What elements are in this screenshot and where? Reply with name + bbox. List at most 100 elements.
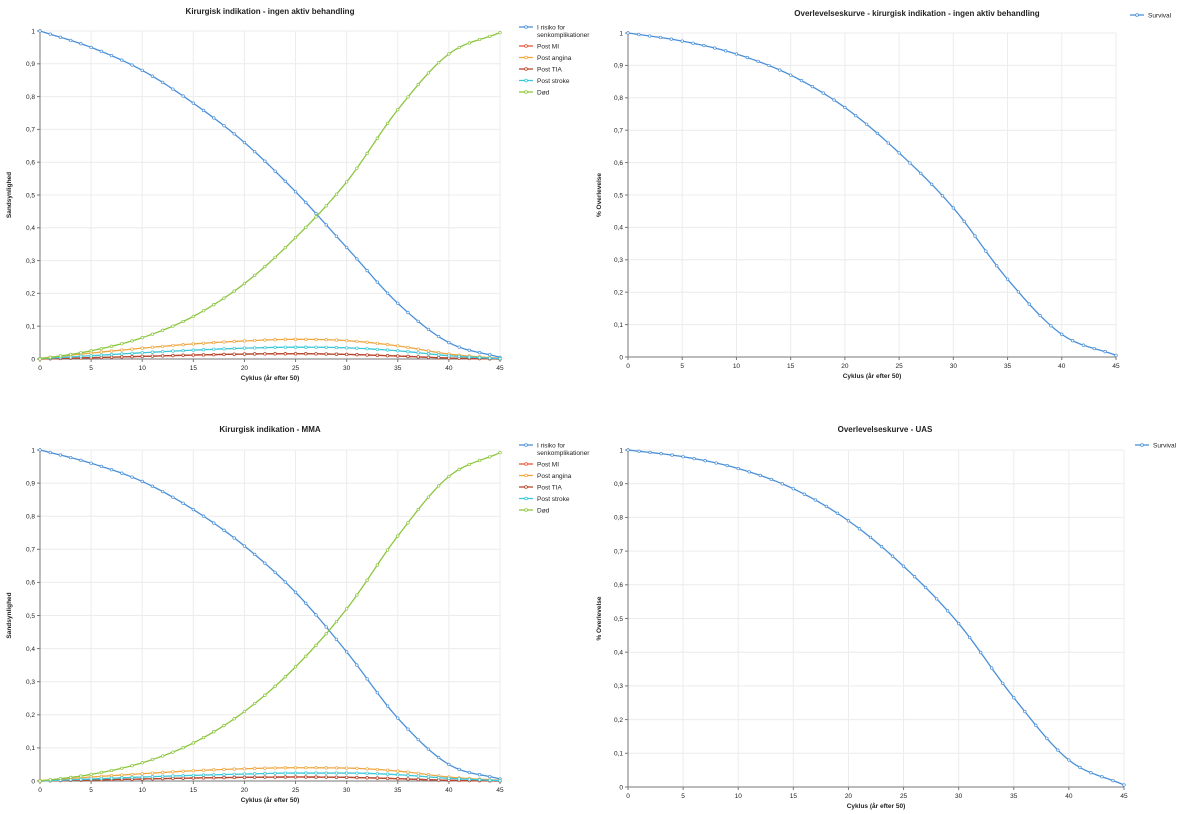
data-point bbox=[293, 337, 298, 341]
data-point bbox=[109, 355, 114, 359]
data-point bbox=[648, 450, 652, 455]
y-tick-label: 0,1 bbox=[614, 322, 623, 329]
data-point bbox=[457, 467, 461, 472]
data-point bbox=[314, 766, 318, 770]
data-point bbox=[140, 354, 144, 359]
data-point bbox=[447, 474, 451, 479]
data-point bbox=[181, 501, 185, 505]
y-tick-label: 0,9 bbox=[26, 480, 35, 487]
y-tick-label: 0,2 bbox=[614, 290, 623, 297]
x-tick-label: 40 bbox=[1058, 363, 1066, 370]
series-line bbox=[39, 776, 501, 782]
gridlines bbox=[627, 449, 1125, 788]
data-point bbox=[253, 775, 257, 779]
x-tick-label: 40 bbox=[445, 787, 453, 794]
legend-swatch-marker bbox=[524, 55, 528, 60]
data-point bbox=[89, 354, 93, 358]
data-point bbox=[813, 498, 818, 502]
data-point bbox=[416, 351, 420, 355]
data-point bbox=[324, 771, 328, 775]
data-point bbox=[375, 347, 379, 352]
data-point bbox=[365, 776, 369, 780]
data-point bbox=[692, 456, 696, 461]
data-point bbox=[821, 91, 825, 95]
data-point bbox=[365, 771, 369, 776]
x-tick-label: 0 bbox=[626, 363, 630, 370]
data-point bbox=[477, 773, 482, 777]
data-point bbox=[99, 346, 103, 351]
data-point bbox=[467, 41, 471, 45]
x-tick-label: 35 bbox=[1010, 793, 1018, 800]
y-tick-label: 0,6 bbox=[614, 582, 623, 589]
data-point bbox=[150, 74, 155, 78]
data-point bbox=[161, 328, 165, 332]
data-point bbox=[232, 352, 236, 356]
legend-label: I risiko for senkomplikationer bbox=[537, 442, 590, 457]
data-point bbox=[293, 766, 298, 770]
data-point bbox=[984, 249, 988, 253]
data-point bbox=[990, 666, 994, 670]
legend-swatch-marker bbox=[524, 462, 528, 466]
series-0 bbox=[626, 448, 1126, 787]
data-point bbox=[304, 225, 308, 230]
data-point bbox=[171, 353, 175, 358]
data-point bbox=[477, 355, 482, 360]
data-point bbox=[713, 46, 717, 50]
legend-label: Post TIA bbox=[537, 66, 562, 73]
data-point bbox=[109, 352, 114, 357]
series-5 bbox=[38, 30, 502, 361]
y-tick-label: 0 bbox=[619, 784, 623, 791]
data-point bbox=[951, 206, 955, 210]
data-point bbox=[58, 354, 63, 358]
data-point bbox=[890, 554, 895, 558]
data-point bbox=[447, 52, 451, 56]
data-point bbox=[140, 775, 144, 779]
data-point bbox=[212, 768, 216, 772]
data-point bbox=[437, 353, 441, 357]
data-point bbox=[385, 121, 390, 126]
data-point bbox=[150, 484, 155, 488]
x-tick-label: 35 bbox=[394, 365, 402, 372]
data-point bbox=[140, 336, 144, 340]
data-point bbox=[957, 621, 961, 626]
data-point bbox=[824, 504, 829, 509]
x-tick-label: 35 bbox=[1004, 363, 1012, 370]
data-point bbox=[191, 769, 195, 773]
data-point bbox=[467, 355, 471, 359]
legend-label: Død bbox=[537, 89, 550, 96]
data-point bbox=[375, 691, 379, 695]
data-point bbox=[355, 771, 359, 775]
data-point bbox=[79, 458, 83, 462]
data-point bbox=[304, 775, 308, 779]
data-point bbox=[222, 347, 226, 351]
data-point bbox=[832, 98, 836, 102]
data-point bbox=[222, 340, 226, 344]
data-point bbox=[130, 772, 134, 777]
data-point bbox=[345, 771, 349, 775]
data-point bbox=[945, 609, 950, 613]
data-point bbox=[130, 339, 134, 343]
data-point bbox=[48, 450, 52, 455]
data-point bbox=[263, 159, 267, 163]
data-point bbox=[375, 772, 379, 776]
data-point bbox=[222, 124, 226, 128]
x-tick-label: 30 bbox=[955, 793, 963, 800]
data-point bbox=[355, 353, 359, 357]
data-point bbox=[232, 289, 236, 293]
data-point bbox=[253, 149, 257, 154]
data-point bbox=[355, 166, 359, 170]
data-point bbox=[150, 771, 155, 775]
data-point bbox=[89, 777, 93, 781]
series-0 bbox=[626, 31, 1118, 358]
x-tick-label: 10 bbox=[733, 363, 741, 370]
data-point bbox=[79, 354, 83, 358]
data-point bbox=[324, 775, 328, 779]
series-line bbox=[39, 346, 501, 360]
data-point bbox=[38, 448, 42, 452]
data-point bbox=[273, 338, 277, 342]
legend-swatch-marker bbox=[524, 496, 528, 501]
data-point bbox=[702, 43, 706, 48]
data-point bbox=[253, 346, 257, 350]
data-point bbox=[385, 776, 390, 781]
data-point bbox=[1089, 771, 1093, 775]
